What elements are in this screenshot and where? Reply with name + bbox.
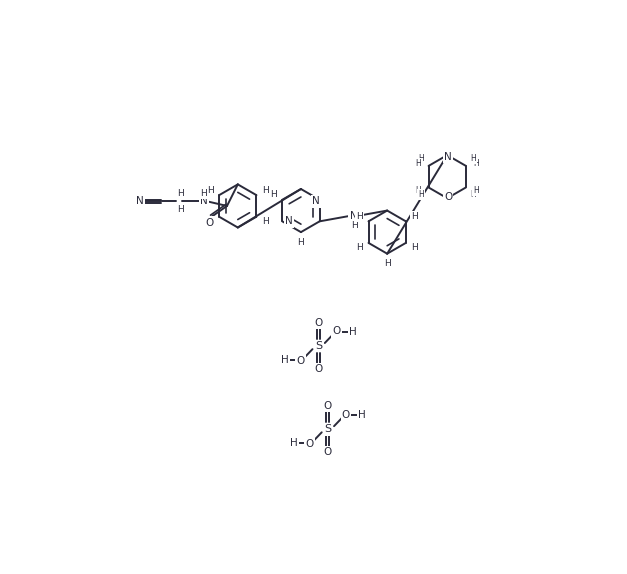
Text: H: H	[290, 438, 298, 448]
Text: N: N	[312, 196, 320, 206]
Text: H: H	[411, 243, 418, 253]
Text: H: H	[298, 238, 304, 247]
Text: N: N	[200, 196, 208, 206]
Text: N: N	[349, 211, 357, 221]
Text: N: N	[136, 196, 144, 206]
Text: O: O	[324, 401, 332, 411]
Text: H: H	[418, 154, 424, 163]
Text: O: O	[306, 439, 314, 449]
Text: O: O	[315, 364, 323, 374]
Text: H: H	[357, 212, 363, 221]
Text: O: O	[315, 318, 323, 328]
Text: O: O	[342, 410, 350, 420]
Text: S: S	[315, 341, 322, 351]
Text: H: H	[473, 159, 479, 168]
Text: H: H	[418, 191, 424, 199]
Text: H: H	[384, 259, 391, 268]
Text: H: H	[357, 243, 363, 253]
Text: O: O	[324, 447, 332, 457]
Text: H: H	[350, 220, 357, 230]
Text: H: H	[416, 185, 421, 195]
Text: O: O	[297, 356, 305, 366]
Text: H: H	[470, 154, 476, 163]
Text: N: N	[285, 216, 293, 226]
Text: H: H	[177, 189, 184, 198]
Text: N: N	[444, 152, 452, 162]
Text: H: H	[470, 191, 476, 199]
Text: H: H	[201, 189, 208, 198]
Text: H: H	[416, 159, 421, 168]
Text: H: H	[349, 327, 357, 337]
Text: H: H	[207, 185, 214, 195]
Text: O: O	[332, 327, 341, 336]
Text: H: H	[358, 410, 366, 420]
Text: H: H	[473, 185, 479, 195]
Text: H: H	[177, 204, 184, 214]
Text: H: H	[207, 217, 214, 226]
Text: O: O	[205, 218, 213, 228]
Text: H: H	[411, 212, 418, 221]
Text: O: O	[444, 192, 452, 201]
Text: H: H	[280, 355, 288, 365]
Text: H: H	[261, 185, 268, 195]
Text: S: S	[324, 424, 332, 435]
Text: H: H	[270, 190, 277, 199]
Text: H: H	[261, 217, 268, 226]
